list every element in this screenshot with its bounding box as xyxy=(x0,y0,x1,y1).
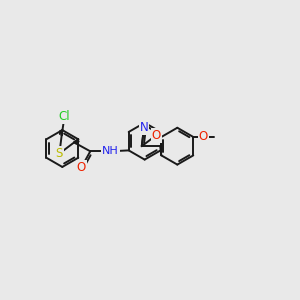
Text: NH: NH xyxy=(102,146,119,156)
Text: O: O xyxy=(77,161,86,174)
Text: S: S xyxy=(56,147,63,160)
Text: O: O xyxy=(199,130,208,143)
Text: N: N xyxy=(140,122,148,134)
Text: O: O xyxy=(152,129,161,142)
Text: Cl: Cl xyxy=(59,110,70,123)
